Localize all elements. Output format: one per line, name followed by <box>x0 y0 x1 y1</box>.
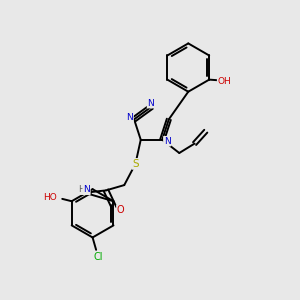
Text: S: S <box>132 159 139 169</box>
Text: N: N <box>126 113 133 122</box>
Text: H: H <box>78 185 85 194</box>
Text: HO: HO <box>44 193 57 202</box>
Text: Cl: Cl <box>93 253 103 262</box>
Text: O: O <box>117 206 124 215</box>
Text: N: N <box>148 99 154 108</box>
Text: N: N <box>83 185 90 194</box>
Text: N: N <box>164 137 171 146</box>
Text: OH: OH <box>218 76 231 85</box>
